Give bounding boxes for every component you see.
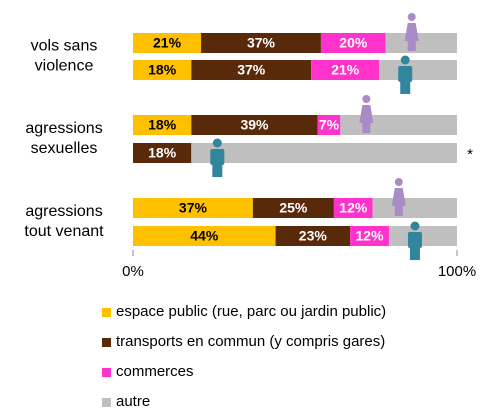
- icon-legs: [212, 165, 223, 177]
- bar-segment: [388, 226, 457, 246]
- value-label: 39%: [240, 117, 269, 133]
- icon-body: [391, 188, 406, 206]
- value-label: 37%: [179, 200, 208, 216]
- male-icon: [210, 138, 225, 177]
- legend-label: transports en commun (y compris gares): [116, 333, 385, 350]
- category-label: violence: [35, 58, 94, 75]
- legend-swatch: [102, 398, 111, 407]
- female-icon: [391, 178, 406, 216]
- bar-segment: [372, 198, 457, 218]
- value-label: 44%: [190, 228, 219, 244]
- icon-head: [410, 221, 420, 231]
- value-label: 25%: [279, 200, 308, 216]
- male-icon: [407, 221, 422, 260]
- bar-segment: [317, 115, 341, 135]
- bar-segment: [320, 33, 386, 53]
- bar-segment: [340, 115, 457, 135]
- category-label: agressions: [25, 203, 102, 220]
- male-icon: [398, 55, 413, 94]
- bar-segment: [275, 226, 351, 246]
- icon-head: [362, 95, 371, 103]
- icon-body: [404, 23, 419, 41]
- bar-segment: [333, 198, 373, 218]
- legend-label: autre: [116, 393, 150, 410]
- legend-label: espace public (rue, parc ou jardin publi…: [116, 303, 386, 320]
- icon-legs: [400, 82, 411, 94]
- icon-body: [359, 105, 374, 123]
- icon-body: [398, 66, 413, 82]
- legend-swatch: [102, 338, 111, 347]
- bar-segment: [133, 115, 192, 135]
- value-label: 21%: [331, 62, 360, 78]
- bar-segment: [133, 143, 192, 163]
- x-tick-label: 100%: [438, 263, 476, 280]
- value-label: 18%: [148, 145, 177, 161]
- value-label: 37%: [247, 35, 276, 51]
- value-label: 20%: [339, 35, 368, 51]
- annotation: *: [467, 146, 473, 163]
- female-icon: [359, 95, 374, 133]
- category-label: tout venant: [24, 223, 104, 240]
- value-label: 12%: [339, 200, 368, 216]
- bar-segment: [133, 226, 276, 246]
- x-tick-label: 0%: [122, 263, 144, 280]
- bar-segment: [201, 33, 321, 53]
- bar-segment: [252, 198, 334, 218]
- icon-legs: [394, 206, 403, 216]
- bar-segment: [379, 60, 457, 80]
- category-label: agressions: [25, 120, 102, 137]
- icon-body: [210, 149, 225, 165]
- icon-legs: [407, 41, 416, 51]
- legend-swatch: [102, 308, 111, 317]
- icon-legs: [362, 123, 371, 133]
- category-label: sexuelles: [31, 140, 98, 157]
- icon-head: [212, 138, 222, 148]
- bar-segment: [385, 33, 457, 53]
- value-label: 7%: [319, 117, 340, 133]
- female-icon: [404, 13, 419, 51]
- bar-segment: [133, 198, 253, 218]
- icon-body: [407, 232, 422, 248]
- value-label: 37%: [237, 62, 266, 78]
- bar-segment: [311, 60, 380, 80]
- legend-swatch: [102, 368, 111, 377]
- value-label: 23%: [299, 228, 328, 244]
- icon-head: [400, 55, 410, 65]
- value-label: 18%: [148, 117, 177, 133]
- bar-segment: [350, 226, 389, 246]
- value-label: 12%: [356, 228, 385, 244]
- bar-segment: [133, 33, 202, 53]
- bar-segment: [191, 115, 318, 135]
- legend-label: commerces: [116, 363, 194, 380]
- bar-segment: [133, 60, 192, 80]
- bar-segment: [191, 60, 312, 80]
- icon-legs: [409, 248, 420, 260]
- value-label: 18%: [148, 62, 177, 78]
- value-label: 21%: [153, 35, 182, 51]
- icon-head: [407, 13, 416, 21]
- bar-segment: [191, 143, 457, 163]
- icon-head: [394, 178, 403, 186]
- category-label: vols sans: [31, 38, 98, 55]
